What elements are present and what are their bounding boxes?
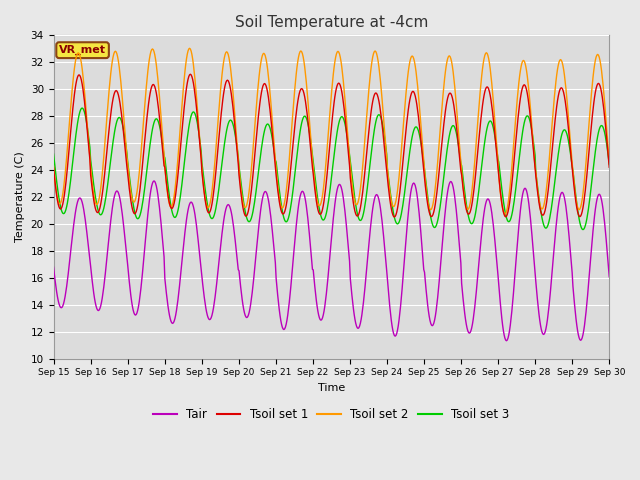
Y-axis label: Temperature (C): Temperature (C) [15, 152, 25, 242]
Text: VR_met: VR_met [59, 45, 106, 55]
X-axis label: Time: Time [318, 383, 345, 393]
Legend: Tair, Tsoil set 1, Tsoil set 2, Tsoil set 3: Tair, Tsoil set 1, Tsoil set 2, Tsoil se… [148, 403, 515, 426]
Title: Soil Temperature at -4cm: Soil Temperature at -4cm [235, 15, 428, 30]
